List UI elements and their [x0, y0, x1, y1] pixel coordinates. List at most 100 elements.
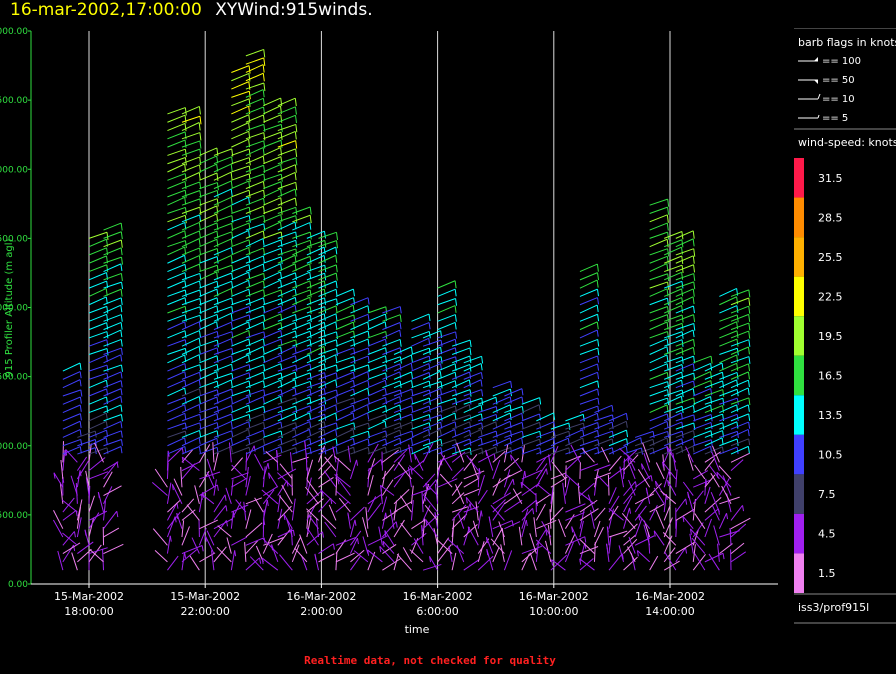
wind-barb	[213, 264, 232, 273]
wind-barb	[231, 98, 250, 107]
wind-profile	[564, 263, 600, 571]
barb-flag	[198, 446, 201, 454]
wind-barb	[103, 272, 122, 281]
wind-barb	[663, 471, 670, 488]
wind-barb	[451, 389, 471, 397]
barb-flag	[120, 388, 123, 396]
wind-barb	[245, 173, 264, 181]
barb-flag	[323, 363, 326, 371]
wind-barb	[335, 371, 354, 380]
wind-barb	[291, 498, 296, 521]
wind-barb	[467, 526, 479, 546]
wind-barb	[730, 438, 749, 447]
barb-flag	[716, 472, 719, 479]
wind-barb	[704, 451, 722, 463]
barb-flag	[710, 380, 713, 388]
barb-flag	[693, 248, 696, 257]
barb-flag	[367, 447, 370, 454]
wind-barb	[367, 347, 386, 355]
wind-barb	[504, 388, 523, 397]
wind-barb	[199, 389, 218, 397]
wind-barb	[245, 522, 263, 538]
barb-flag	[454, 429, 457, 437]
wind-barb	[437, 288, 456, 297]
barb-flag	[335, 429, 338, 437]
barb-flag	[367, 549, 370, 556]
wind-barb	[367, 446, 386, 455]
barb-flag	[262, 338, 265, 347]
wind-barb	[318, 272, 337, 281]
wind-barb	[199, 248, 218, 256]
barb-flag	[748, 306, 751, 314]
barb-flag	[184, 437, 187, 445]
wind-barb	[393, 346, 412, 355]
barb-flag	[611, 405, 614, 412]
barb-flag	[748, 297, 751, 306]
y-tick-label: 1000.00	[0, 442, 28, 452]
wind-barb	[292, 231, 311, 239]
barb-flag	[335, 321, 338, 329]
wind-barb	[492, 447, 511, 455]
wind-barb	[382, 322, 401, 331]
wind-barb	[263, 537, 284, 546]
wind-barb	[719, 296, 737, 306]
wind-barb	[649, 263, 668, 273]
colorbar-label: 13.5	[818, 409, 843, 422]
wind-barb	[231, 114, 249, 123]
barb-flag	[324, 372, 327, 380]
wind-barb	[167, 447, 183, 463]
wind-barb	[579, 355, 598, 364]
wind-barb	[88, 287, 107, 297]
wind-barb	[564, 478, 571, 496]
wind-barb	[213, 363, 232, 372]
wind-barb	[463, 404, 482, 414]
wind-barb	[397, 462, 412, 480]
wind-barb	[350, 355, 369, 364]
wind-barb	[213, 379, 232, 389]
wind-barb	[521, 413, 540, 422]
wind-barb	[167, 422, 186, 430]
wind-barb	[213, 518, 233, 530]
wind-barb	[478, 446, 497, 455]
barb-flag	[687, 491, 690, 498]
barb-flag	[120, 354, 123, 362]
wind-barb	[367, 438, 386, 447]
wind-barb	[277, 330, 296, 339]
y-tick-label: 1500.00	[0, 373, 28, 383]
barb-flag	[230, 322, 233, 329]
legend-flag-5	[817, 114, 820, 119]
wind-barb	[730, 313, 749, 322]
wind-barb	[324, 521, 337, 538]
wind-barb	[181, 526, 190, 546]
wind-barb	[167, 339, 186, 347]
wind-barb	[549, 509, 552, 529]
wind-barb	[230, 550, 236, 571]
wind-barb	[579, 405, 598, 414]
wind-barb	[579, 371, 598, 380]
wind-barb	[350, 305, 369, 314]
wind-barb	[167, 321, 185, 331]
barb-flag	[262, 263, 265, 272]
wind-barb	[198, 444, 211, 463]
wind-barb	[277, 405, 296, 414]
wind-barb	[268, 472, 279, 488]
wind-barb	[704, 397, 724, 405]
wind-barb	[103, 222, 122, 231]
wind-barb	[649, 281, 668, 289]
barb-flag	[367, 438, 370, 446]
wind-barb	[277, 355, 296, 364]
barb-flag	[97, 491, 100, 498]
wind-barb	[277, 239, 296, 248]
wind-barb	[649, 338, 668, 347]
wind-barb	[230, 479, 234, 496]
barb-flag	[120, 396, 123, 403]
wind-barb	[692, 529, 699, 546]
wind-barb	[675, 355, 694, 364]
wind-barb	[730, 363, 749, 372]
wind-barb	[451, 506, 469, 513]
barb-flag	[280, 298, 283, 306]
wind-barb	[579, 263, 598, 273]
wind-barb	[263, 105, 281, 115]
wind-barb	[88, 331, 108, 339]
barb-flag	[410, 346, 413, 354]
